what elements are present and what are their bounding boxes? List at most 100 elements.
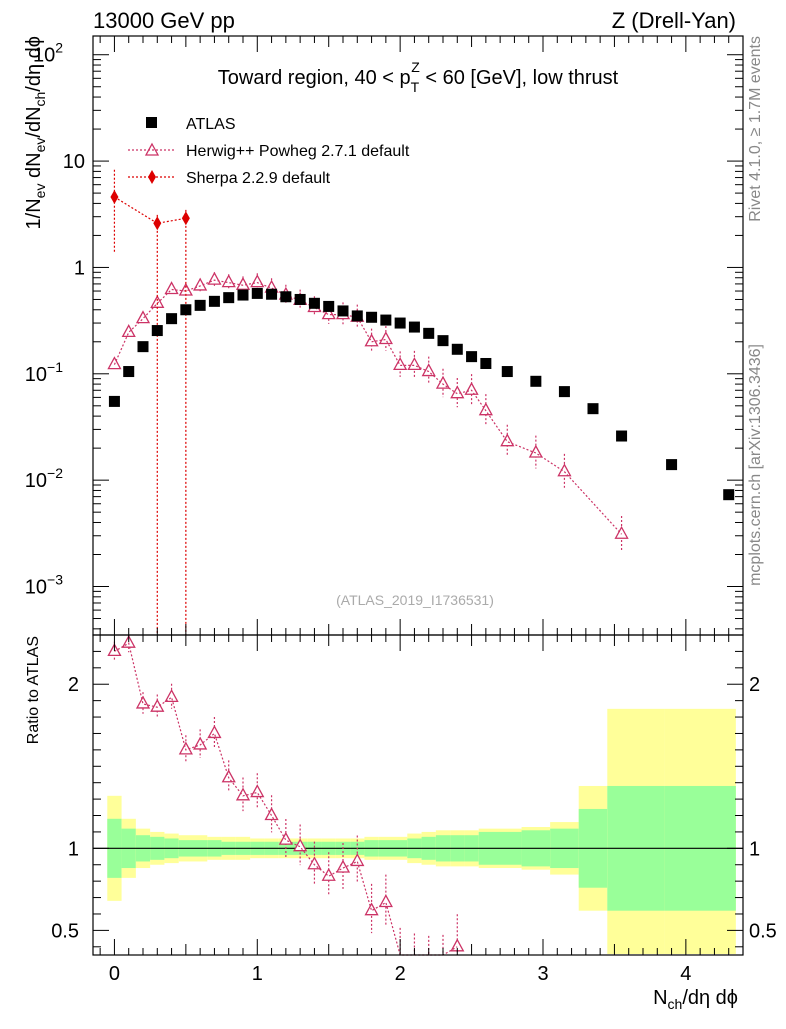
atlas-point: [280, 291, 292, 303]
xlabel-part-1: N: [653, 987, 667, 1009]
atlas-point: [251, 287, 263, 299]
ratio-y-tick-label-right: 2: [749, 674, 760, 696]
herwig-point: [364, 333, 379, 347]
ratio-point: [164, 689, 179, 703]
atlas-point: [194, 299, 206, 311]
legend-marker-sherpa: [148, 170, 156, 184]
herwig-point: [235, 276, 251, 290]
herwig-point: [321, 306, 336, 320]
header-right: Z (Drell-Yan): [612, 8, 736, 33]
atlas-point: [151, 325, 163, 337]
herwig-point: [407, 357, 422, 371]
legend: ATLAS Herwig++ Powheg 2.7.1 default Sher…: [128, 116, 410, 187]
ratio-point: [221, 769, 236, 783]
header-left: 13000 GeV pp: [93, 8, 235, 33]
main-series-group: [107, 169, 735, 635]
analysis-label: (ATLAS_2019_I1736531): [336, 592, 494, 608]
x-tick-label: 3: [537, 963, 548, 985]
ratio-y-tick-label: 2: [68, 674, 79, 696]
atlas-point: [437, 335, 449, 347]
atlas-point: [237, 289, 249, 301]
ratio-point: [207, 725, 222, 739]
atlas-point: [723, 489, 735, 501]
atlas-point: [180, 304, 192, 316]
ylabel-sub-ev-2: ev: [32, 138, 48, 153]
x-tick-label: 1: [252, 963, 263, 985]
herwig-point: [164, 281, 179, 295]
atlas-point: [166, 313, 178, 325]
atlas-point: [337, 305, 349, 317]
xlabel-sub-ch: ch: [668, 996, 683, 1012]
ratio-series-herwig: [107, 634, 465, 956]
herwig-point: [107, 356, 122, 370]
mcplots-text: mcplots.cern.ch [arXiv:1306.3436]: [747, 344, 764, 586]
ratio-line: [114, 642, 458, 956]
xlabel-part-2: /dη dϕ: [682, 987, 738, 1009]
main-y-axis-label: 1/Nev dNev/dNch/dη dϕ: [23, 36, 48, 229]
atlas-point: [137, 341, 149, 353]
herwig-point: [614, 525, 629, 539]
herwig-line: [113, 279, 623, 535]
herwig-point: [435, 375, 451, 389]
herwig-point: [378, 331, 393, 345]
ylabel-sub-ev-1: ev: [32, 184, 48, 199]
herwig-point: [221, 274, 236, 288]
ratio-point: [235, 787, 251, 801]
legend-marker-atlas: [146, 117, 157, 128]
ratio-point: [193, 736, 208, 750]
plot-title: Toward region, 40 < pTZ < 60 [GeV], low …: [218, 59, 619, 95]
atlas-point: [266, 288, 278, 300]
main-y-tick-label: 1: [74, 257, 85, 279]
legend-label-herwig: Herwig++ Powheg 2.7.1 default: [186, 143, 410, 160]
atlas-point: [380, 314, 392, 326]
atlas-point: [123, 366, 135, 378]
x-tick-label: 0: [109, 963, 120, 985]
atlas-point: [558, 386, 570, 398]
herwig-point: [421, 363, 436, 377]
atlas-point: [323, 300, 335, 312]
atlas-point: [501, 366, 513, 378]
ratio-y-tick-label-right: 0.5: [749, 920, 777, 942]
ratio-point: [321, 867, 336, 881]
herwig-point: [478, 402, 493, 416]
atlas-point: [294, 293, 306, 305]
legend-label-sherpa: Sherpa 2.2.9 default: [186, 170, 331, 187]
ylabel-part-3: /dN: [23, 106, 45, 137]
atlas-point: [451, 343, 463, 355]
herwig-point: [150, 294, 165, 308]
ratio-point: [378, 894, 393, 908]
rivet-version-text: Rivet 4.1.0, ≥ 1.7M events: [747, 36, 764, 222]
herwig-point: [464, 381, 479, 395]
atlas-point: [666, 459, 678, 471]
x-axis-label: Nch/dη dϕ: [653, 987, 738, 1012]
main-y-tick-label: 10−1: [25, 359, 63, 386]
herwig-point: [500, 433, 515, 447]
ratio-point: [293, 838, 308, 852]
ratio-y-tick-label-right: 1: [749, 838, 760, 860]
legend-marker-herwig: [144, 142, 160, 156]
atlas-point: [351, 310, 363, 322]
ratio-y-tick-label: 1: [68, 838, 79, 860]
ratio-point: [307, 856, 322, 870]
atlas-point: [530, 375, 542, 387]
atlas-point: [208, 295, 220, 307]
plot-title-part-1: Toward region, 40 < p: [218, 67, 411, 89]
ylabel-part-4: /dη dϕ: [23, 36, 45, 92]
ratio-plot-frame: [92, 634, 744, 956]
axes-group: 10−3 10−2 10−1 1 10 102 0 1 2 3 4 0.5 0.5 1 1 2 2: [25, 36, 777, 985]
atlas-point: [466, 351, 478, 363]
herwig-point: [557, 463, 572, 477]
herwig-point: [178, 282, 193, 296]
main-y-tick-label: 10−3: [25, 572, 63, 599]
ratio-y-tick-label: 0.5: [51, 920, 79, 942]
main-y-tick-label: 10−2: [25, 465, 63, 492]
sherpa-point: [153, 216, 162, 231]
atlas-point: [366, 311, 378, 323]
atlas-point: [394, 317, 406, 329]
atlas-point: [223, 292, 235, 304]
ratio-y-axis-label: Ratio to ATLAS: [25, 636, 42, 744]
ylabel-sub-ch: ch: [32, 92, 48, 107]
atlas-point: [108, 395, 120, 407]
